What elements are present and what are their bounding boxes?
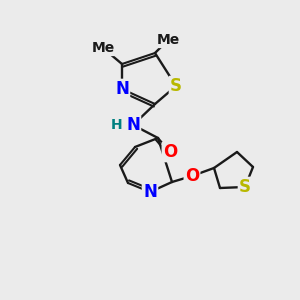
Text: N: N <box>126 116 140 134</box>
Text: S: S <box>170 77 182 95</box>
Text: Me: Me <box>92 41 115 55</box>
Text: O: O <box>185 167 199 185</box>
Text: H: H <box>111 118 123 132</box>
Text: N: N <box>143 183 157 201</box>
Text: S: S <box>239 178 251 196</box>
Text: O: O <box>163 143 177 161</box>
Text: N: N <box>115 80 129 98</box>
Text: Me: Me <box>156 33 180 47</box>
